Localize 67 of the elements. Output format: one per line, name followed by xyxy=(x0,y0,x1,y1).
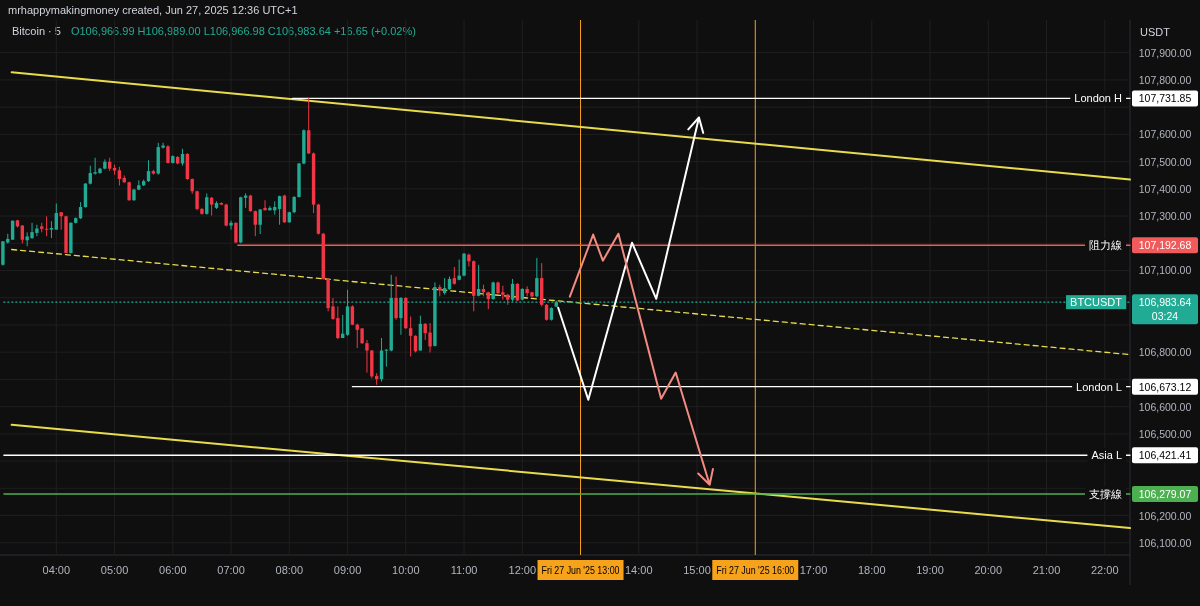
candlestick xyxy=(117,166,122,187)
y-tick-label: 106,500.00 xyxy=(1138,427,1192,440)
candlestick xyxy=(394,275,398,321)
candlestick xyxy=(54,203,58,231)
y-tick-label: 106,600.00 xyxy=(1138,400,1192,413)
series-label: London L xyxy=(1076,380,1122,393)
candlestick xyxy=(365,339,369,374)
candlestick xyxy=(467,253,471,267)
data-label: 106,673.12 xyxy=(1138,380,1192,393)
series-label: Asia L xyxy=(1091,449,1122,462)
x-tick-label: 07:00 xyxy=(217,564,245,576)
candlestick xyxy=(44,215,49,237)
candlestick xyxy=(476,264,481,297)
y-tick-label: 106,100.00 xyxy=(1138,536,1192,549)
y-tick-label: 107,100.00 xyxy=(1138,264,1192,277)
candlestick xyxy=(209,196,214,216)
x-tick-label: 05:00 xyxy=(100,564,129,576)
candlestick xyxy=(268,205,272,211)
x-tick-label: 20:00 xyxy=(974,564,1003,576)
candlestick xyxy=(277,195,282,226)
x-tick-label: 21:00 xyxy=(1032,564,1061,576)
x-tick-label: 06:00 xyxy=(159,564,187,576)
x-tick-label: 10:00 xyxy=(392,564,420,576)
y-tick-label: 106,800.00 xyxy=(1138,346,1192,359)
candlestick xyxy=(428,322,432,353)
x-tick-label: 09:00 xyxy=(333,564,362,576)
data-label: 106,421.41 xyxy=(1138,449,1192,462)
text: Bitcoin · 5 xyxy=(12,25,61,37)
data-label: 107,192.68 xyxy=(1138,239,1192,252)
y-tick-label: 107,800.00 xyxy=(1138,73,1192,86)
x-tick-label: 12:00 xyxy=(508,564,537,576)
candlestick xyxy=(384,348,389,368)
candlestick xyxy=(1,240,5,267)
candlestick xyxy=(229,220,233,231)
text: mrhappymakingmoney created, Jun 27, 2025 12:36 UTC+1 xyxy=(8,4,298,16)
y-tick-label: 107,400.00 xyxy=(1138,182,1192,195)
series-label: BTCUSDT xyxy=(1070,296,1123,309)
candlestick xyxy=(408,316,413,358)
series-label: London H xyxy=(1074,92,1123,105)
y-tick-label: 107,500.00 xyxy=(1138,155,1192,168)
y-tick-label: 107,900.00 xyxy=(1138,46,1192,59)
candlestick xyxy=(253,210,258,237)
x-tick-label: 15:00 xyxy=(683,564,711,576)
y-tick-label: 107,600.00 xyxy=(1138,128,1192,141)
series-label: 支撐線 xyxy=(1089,487,1122,500)
x-tick-label: 08:00 xyxy=(275,564,304,576)
x-tick-label: 19:00 xyxy=(916,564,944,576)
candlestick xyxy=(535,257,539,298)
data-label: 106,983.64 03:24 xyxy=(1138,296,1192,323)
text: O106,966.99 H106,989.00 L106,966.98 C106,983.64 +16.65 (+0.02%) xyxy=(70,25,416,37)
x-tick-label: 11:00 xyxy=(450,564,478,576)
x-tick-label: 18:00 xyxy=(858,564,886,576)
candlestick xyxy=(263,199,267,211)
x-tick-label: 17:00 xyxy=(799,564,828,576)
candlestick xyxy=(234,221,238,244)
data-label: 107,731.85 xyxy=(1138,92,1192,105)
candlestick xyxy=(205,192,209,216)
y-axis-title: USDT xyxy=(1140,26,1171,38)
x-tick-label: 22:00 xyxy=(1090,564,1119,576)
candlestick xyxy=(258,208,262,235)
data-label: 106,279.07 xyxy=(1138,487,1192,500)
x-tick-label: 04:00 xyxy=(42,564,71,576)
y-tick-label: 107,300.00 xyxy=(1138,210,1192,223)
y-tick-label: 106,200.00 xyxy=(1138,509,1192,522)
x-tick-label: 14:00 xyxy=(625,564,653,576)
series-label: 阻力線 xyxy=(1089,239,1122,252)
candlestick xyxy=(399,296,403,336)
